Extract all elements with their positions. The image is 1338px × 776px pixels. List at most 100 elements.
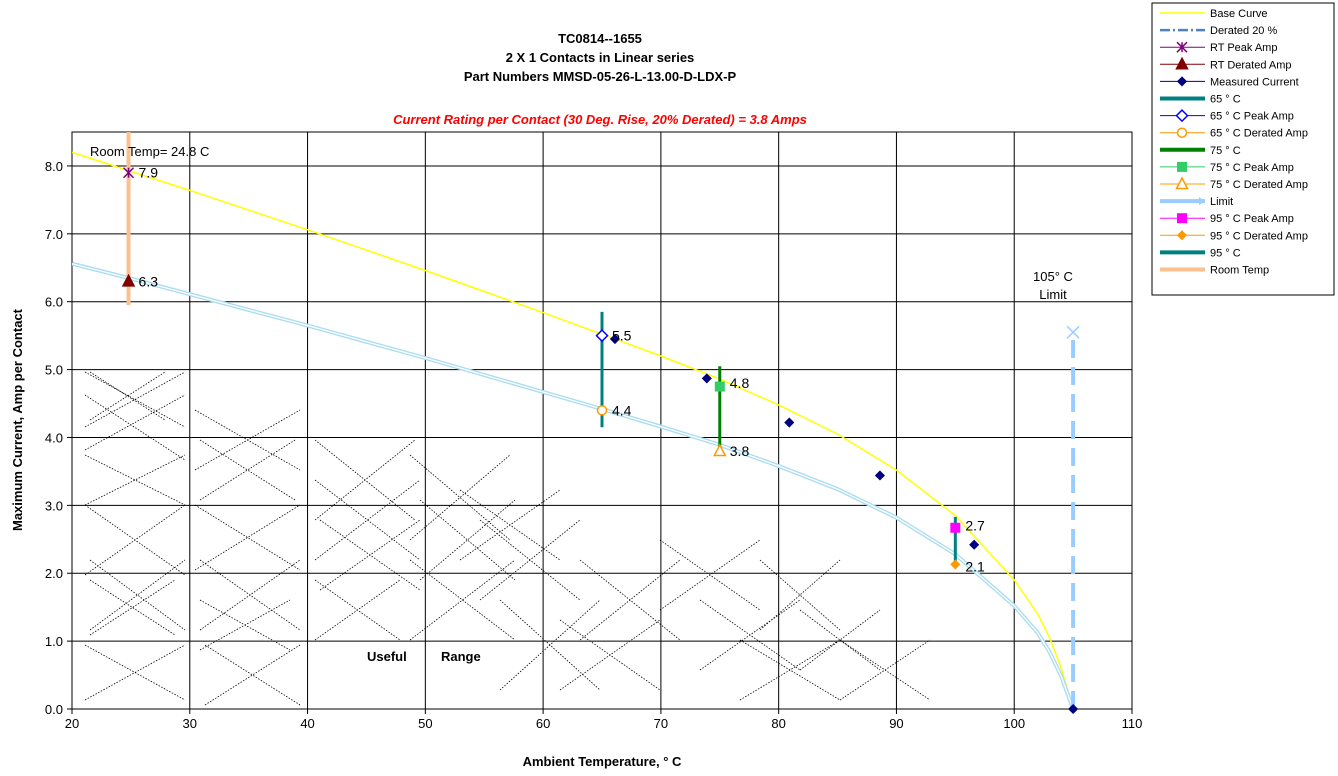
legend-label: RT Peak Amp xyxy=(1210,42,1277,54)
series-75-c-peak-amp-point xyxy=(714,381,725,392)
series-measured-current-point xyxy=(609,333,621,345)
hatch-line xyxy=(314,439,416,521)
legend-entry-marker xyxy=(1177,213,1187,224)
hatch-line xyxy=(739,639,841,701)
hatch-line xyxy=(699,599,801,671)
chart-title-line-2: 2 X 1 Contacts in Linear series xyxy=(506,50,695,65)
y-tick-label: 3.0 xyxy=(45,498,63,513)
data-label: 4.8 xyxy=(730,375,750,391)
data-label: 2.1 xyxy=(965,558,985,574)
hatch-line xyxy=(84,371,186,428)
series-65-c-peak-amp-point xyxy=(595,329,609,343)
x-tick-label: 110 xyxy=(1122,716,1143,731)
limit-annotation-line-2: Limit xyxy=(1039,287,1067,302)
hatch-line xyxy=(314,479,421,561)
y-axis-label: Maximum Current, Amp per Contact xyxy=(10,308,25,531)
x-axis-label: Ambient Temperature, ° C xyxy=(523,754,682,769)
hatch-line xyxy=(194,504,301,571)
legend-label: 75 ° C xyxy=(1210,145,1241,157)
x-tick-label: 90 xyxy=(889,716,903,731)
hatch-line xyxy=(89,579,176,636)
x-tick-labels: 20 30 40 50 60 70 80 90 100 110 xyxy=(65,716,1143,731)
y-tick-labels: 0.0 1.0 2.0 3.0 4.0 5.0 6.0 7.0 8.0 xyxy=(45,159,63,717)
legend-label: 95 ° C Derated Amp xyxy=(1210,230,1308,242)
data-label: 3.8 xyxy=(730,443,750,459)
legend-label: Measured Current xyxy=(1210,76,1299,88)
legend-label: Limit xyxy=(1210,196,1233,208)
series-measured-current-point xyxy=(701,373,712,384)
legend-label: 95 ° C Peak Amp xyxy=(1210,213,1294,225)
hatch-line xyxy=(579,559,681,641)
series-rt-derated-amp-point xyxy=(121,273,136,287)
legend-entry-marker xyxy=(1175,176,1189,190)
data-label: 5.5 xyxy=(612,328,632,344)
data-label: 2.7 xyxy=(965,518,985,534)
hatch-line xyxy=(409,559,516,641)
legend-label: Base Curve xyxy=(1210,8,1267,20)
hatch-line xyxy=(199,439,296,501)
useful-range-hatching xyxy=(84,371,931,706)
useful-range-label-useful: Useful xyxy=(367,649,407,664)
legend-label: RT Derated Amp xyxy=(1210,59,1292,71)
data-label: 7.9 xyxy=(139,165,159,181)
hatch-line xyxy=(419,499,516,581)
limit-annotation-line-1: 105° C xyxy=(1033,269,1073,284)
hatch-line xyxy=(84,394,186,451)
x-tick-label: 50 xyxy=(418,716,432,731)
x-tick-label: 100 xyxy=(1003,716,1025,731)
x-tick-label: 30 xyxy=(183,716,197,731)
hatch-line xyxy=(199,599,291,651)
hatch-line xyxy=(199,559,301,631)
series-base-curve-line xyxy=(72,151,1074,709)
grid xyxy=(67,132,1133,714)
y-tick-label: 7.0 xyxy=(45,227,63,242)
legend-label: 95 ° C xyxy=(1210,247,1241,259)
series-measured-current-point xyxy=(969,539,980,550)
data-label: 4.4 xyxy=(612,402,632,418)
chart-subtitle: Current Rating per Contact (30 Deg. Rise… xyxy=(393,112,807,127)
chart-title-line-3: Part Numbers MMSD-05-26-L-13.00-D-LDX-P xyxy=(464,69,737,84)
chart-title-line-1: TC0814--1655 xyxy=(558,31,642,46)
series-95-c-derated-amp-point xyxy=(950,559,961,570)
x-tick-label: 20 xyxy=(65,716,79,731)
series-measured-current-point xyxy=(784,417,795,428)
legend-label: 75 ° C Peak Amp xyxy=(1210,162,1294,174)
legend-label: 65 ° C xyxy=(1210,94,1241,106)
x-tick-label: 70 xyxy=(654,716,668,731)
series-limit-end-marker xyxy=(1066,325,1080,339)
y-tick-label: 5.0 xyxy=(45,363,63,378)
hatch-line xyxy=(84,504,186,576)
y-tick-label: 8.0 xyxy=(45,159,63,174)
data-label: 6.3 xyxy=(139,273,159,289)
y-tick-label: 6.0 xyxy=(45,295,63,310)
x-tick-label: 40 xyxy=(300,716,314,731)
series-measured-current-point xyxy=(874,470,886,481)
hatch-line xyxy=(559,619,661,691)
y-tick-label: 4.0 xyxy=(45,430,63,445)
series-measured-current-point xyxy=(1068,703,1079,715)
hatch-line xyxy=(499,599,601,691)
hatch-line xyxy=(84,454,186,506)
hatch-line xyxy=(659,539,761,611)
legend-entry-arrow xyxy=(1199,197,1205,206)
hatch-line xyxy=(84,454,186,506)
useful-range-label-range: Range xyxy=(441,649,481,664)
x-tick-label: 80 xyxy=(771,716,785,731)
hatch-line xyxy=(89,579,176,636)
legend-label: Room Temp xyxy=(1210,265,1269,277)
legend-label: Derated 20 % xyxy=(1210,25,1277,37)
series-derated-20-inner-line xyxy=(72,263,1074,709)
hatch-line xyxy=(314,579,401,641)
series-65-c-derated-amp-point xyxy=(596,405,608,416)
x-tick-label: 60 xyxy=(536,716,550,731)
legend-entry-marker xyxy=(1176,76,1188,87)
hatch-line xyxy=(84,644,186,701)
y-tick-label: 2.0 xyxy=(45,566,63,581)
legend-label: 65 ° C Derated Amp xyxy=(1210,128,1308,140)
legend-entry-marker xyxy=(1176,230,1188,241)
hatch-line xyxy=(199,439,296,501)
hatch-line xyxy=(194,409,301,471)
hatch-line xyxy=(84,394,186,461)
hatch-line xyxy=(479,519,581,601)
